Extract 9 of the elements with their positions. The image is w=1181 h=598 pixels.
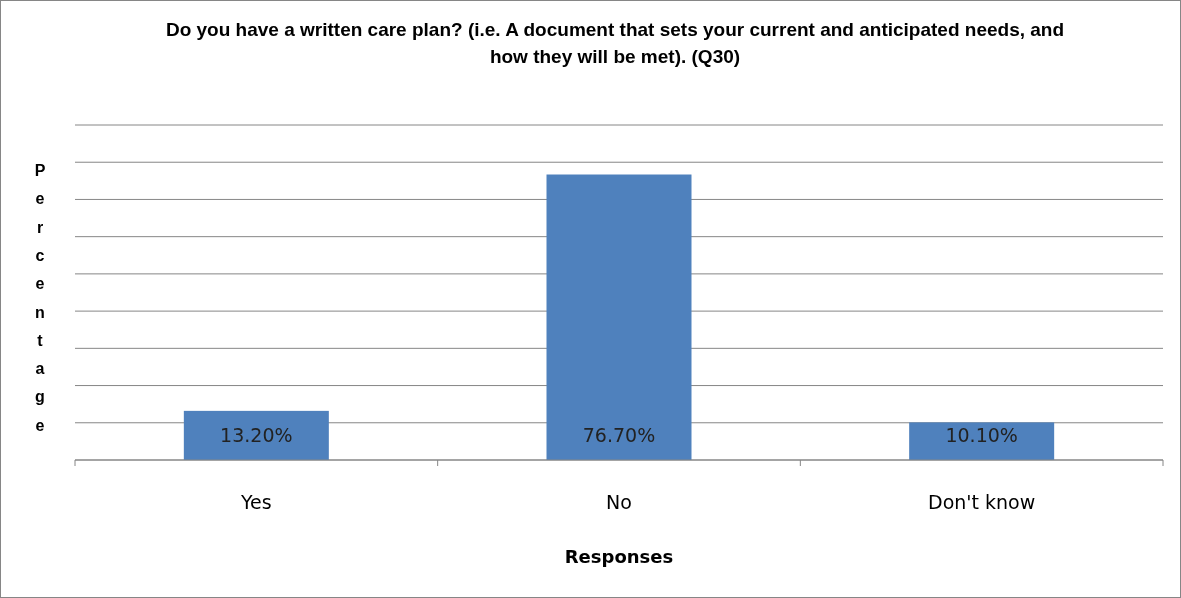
data-label: 13.20% (220, 424, 293, 446)
x-tick-label: Don't know (928, 491, 1036, 513)
x-tick-label: Yes (240, 491, 272, 513)
text: Percentage (34, 162, 46, 434)
data-label: 76.70% (582, 424, 656, 446)
chart-title: Do you have a written care plan? (i.e. A document that sets your current and anticipated needs, and how they will be met). (Q30) (165, 19, 1065, 67)
x-tick-label: No (606, 491, 632, 513)
x-axis-title: Responses (564, 546, 674, 567)
data-label: 10.10% (945, 424, 1018, 446)
